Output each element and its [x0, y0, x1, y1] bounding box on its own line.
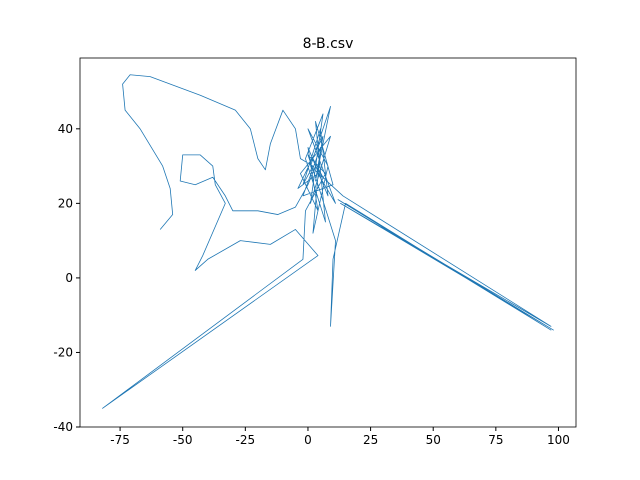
- x-tick-label: -25: [236, 433, 256, 447]
- x-tick-label: 50: [426, 433, 441, 447]
- y-tick-label: -40: [53, 420, 73, 434]
- x-tick-label: 0: [304, 433, 312, 447]
- y-tick-label: 20: [58, 196, 73, 210]
- y-tick-label: 40: [58, 122, 73, 136]
- x-tick-label: -75: [110, 433, 130, 447]
- line: [102, 74, 554, 409]
- x-tick-label: -50: [173, 433, 193, 447]
- x-tick-label: 100: [547, 433, 570, 447]
- y-tick-label: -20: [53, 345, 73, 359]
- plot-frame: [79, 57, 577, 428]
- y-tick-label: 0: [65, 271, 73, 285]
- chart-title: 8-B.csv: [303, 36, 354, 52]
- x-tick-label: 25: [363, 433, 378, 447]
- x-tick-label: 75: [488, 433, 503, 447]
